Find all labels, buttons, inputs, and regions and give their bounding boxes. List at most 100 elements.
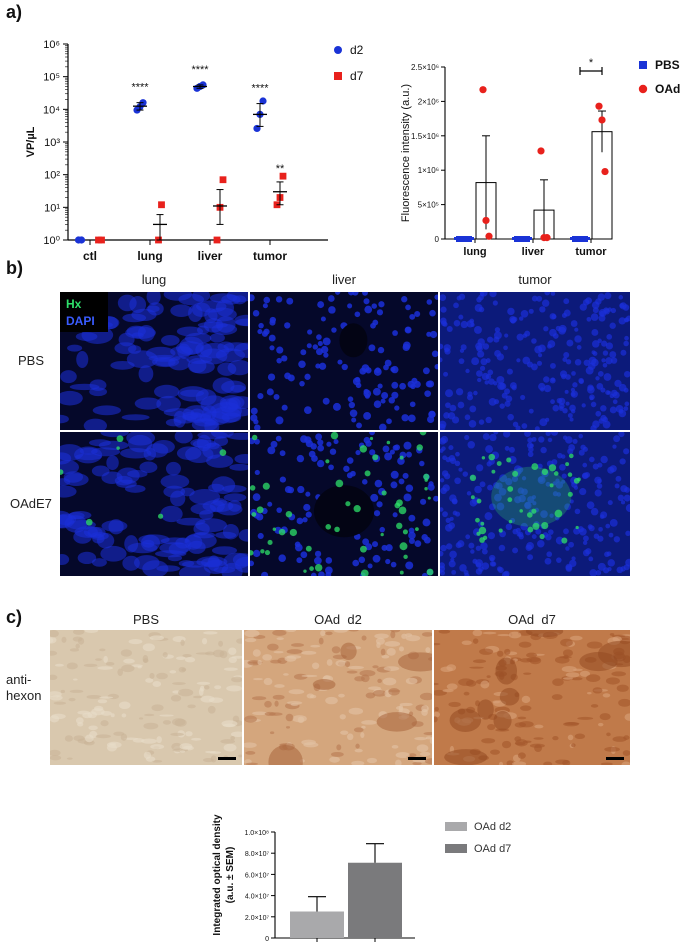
dapi-nucleus <box>269 319 276 326</box>
tissue-texture <box>264 700 272 708</box>
row-header-PBS: PBS <box>18 353 45 368</box>
hexon-signal <box>251 512 257 517</box>
dapi-nucleus <box>299 380 305 387</box>
dapi-nucleus <box>346 457 354 464</box>
dapi-signal <box>222 524 239 540</box>
dapi-nucleus <box>399 382 406 390</box>
dapi-signal <box>211 546 238 555</box>
panel-label-b: b) <box>6 258 23 278</box>
tissue-texture <box>50 636 57 644</box>
tissue-texture <box>429 737 432 744</box>
dapi-nucleus <box>431 350 438 358</box>
dapi-nucleus <box>393 444 401 451</box>
dapi-nucleus <box>563 352 570 359</box>
dapi-signal <box>160 474 190 489</box>
tissue-texture <box>517 752 526 759</box>
tissue-texture <box>100 720 109 727</box>
dapi-nucleus <box>537 476 546 485</box>
scale-bar <box>408 757 426 760</box>
dapi-nucleus <box>545 534 552 541</box>
y-tick-label: 10⁵ <box>43 72 60 84</box>
hexon-signal <box>251 434 258 441</box>
dapi-nucleus <box>424 390 431 397</box>
dapi-nucleus <box>453 319 461 327</box>
dapi-signal <box>100 545 127 562</box>
hexon-signal <box>264 550 271 556</box>
dapi-signal <box>178 565 211 576</box>
tissue-texture <box>353 727 364 733</box>
column-header-0: PBS <box>132 612 159 627</box>
dapi-nucleus <box>296 454 305 463</box>
tissue-texture <box>274 684 285 688</box>
dapi-nucleus <box>504 400 511 407</box>
hexon-diffuse <box>491 466 572 527</box>
hexon-stain <box>268 744 303 765</box>
tissue-texture <box>346 670 358 674</box>
dapi-nucleus <box>406 451 412 458</box>
hexon-signal <box>335 479 344 488</box>
dapi-nucleus <box>565 401 570 406</box>
dapi-nucleus <box>609 518 618 527</box>
dapi-nucleus <box>592 463 599 470</box>
dapi-nucleus <box>540 446 547 454</box>
tissue-texture <box>434 682 439 686</box>
dapi-nucleus <box>448 560 456 568</box>
dapi-nucleus <box>493 331 502 340</box>
y-tick-label: 10⁶ <box>43 39 60 51</box>
tissue-texture <box>442 689 454 693</box>
dapi-nucleus <box>504 333 509 338</box>
tissue-texture <box>106 743 118 752</box>
tissue-texture <box>562 649 574 657</box>
y-tick-label: 0 <box>265 936 269 943</box>
dapi-nucleus <box>458 314 464 320</box>
dapi-nucleus <box>320 316 326 322</box>
tissue-texture <box>169 670 177 674</box>
tissue-texture <box>244 638 257 643</box>
x-tick-label: lung <box>463 246 486 258</box>
dapi-nucleus <box>429 330 438 339</box>
tissue-texture <box>366 757 378 764</box>
dapi-nucleus <box>512 421 519 428</box>
tissue-texture <box>571 743 576 748</box>
dapi-nucleus <box>257 328 263 335</box>
tissue-texture <box>267 643 279 651</box>
tissue-texture <box>95 734 111 739</box>
viral-titer-scatter-chart: 10⁰ 10¹ 10² 10³ 10⁴ 10⁵ 10⁶ ctl lung liver tumor VP… <box>25 39 364 263</box>
dapi-nucleus <box>250 294 255 302</box>
tissue-texture <box>519 658 533 663</box>
dapi-nucleus <box>459 564 467 572</box>
dapi-nucleus <box>527 437 533 443</box>
dapi-nucleus <box>373 400 382 408</box>
tissue-texture <box>518 641 532 648</box>
dapi-nucleus <box>624 370 630 378</box>
hexon-stain <box>376 712 417 732</box>
hexon-signal <box>260 549 265 554</box>
dapi-nucleus <box>281 404 288 411</box>
dapi-nucleus <box>381 544 388 551</box>
stain-legend-box <box>60 292 108 332</box>
tissue-texture <box>99 696 114 699</box>
significance-label: **** <box>191 64 209 76</box>
tissue-texture <box>149 672 155 679</box>
tissue-texture <box>360 732 365 738</box>
y-tick-label: 6.0×10⁷ <box>245 872 270 879</box>
tissue-texture <box>396 706 403 710</box>
dapi-nucleus <box>250 560 255 567</box>
dapi-nucleus <box>377 346 385 354</box>
dapi-nucleus <box>498 487 507 496</box>
dapi-nucleus <box>552 404 560 412</box>
tissue-texture <box>141 738 157 744</box>
dapi-nucleus <box>351 292 359 296</box>
hexon-stain <box>340 642 357 661</box>
dapi-nucleus <box>363 298 370 305</box>
dapi-nucleus <box>481 548 488 555</box>
dapi-nucleus <box>550 362 556 369</box>
tissue-texture <box>288 689 305 695</box>
dapi-nucleus <box>474 303 483 312</box>
tissue-texture <box>97 699 108 704</box>
micrograph-OAdE7-tumor <box>440 432 630 576</box>
dapi-nucleus <box>595 570 602 576</box>
tissue-texture <box>482 631 497 635</box>
dapi-nucleus <box>308 450 316 458</box>
tissue-texture <box>408 753 417 758</box>
